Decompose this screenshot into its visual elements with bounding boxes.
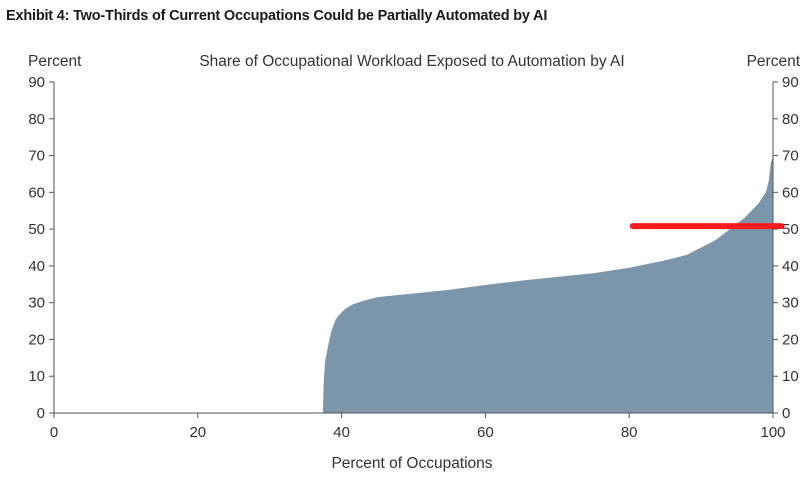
y-axis-label-right: Percent [747,53,801,70]
x-tick-label: 0 [50,424,58,441]
y-tick-label-right: 50 [782,221,799,238]
y-tick-label-left: 60 [28,184,45,201]
y-tick-label-right: 70 [782,148,799,165]
y-tick-label-left: 90 [28,74,45,91]
exhibit-title: Exhibit 4: Two-Thirds of Current Occupat… [6,8,548,24]
x-tick-label: 40 [333,424,350,441]
y-tick-label-right: 90 [782,74,799,91]
y-tick-label-left: 30 [28,295,45,312]
y-tick-label-right: 40 [782,258,799,275]
x-axis-label: Percent of Occupations [331,455,492,472]
y-tick-label-right: 30 [782,295,799,312]
y-tick-label-left: 10 [28,368,45,385]
y-tick-label-left: 70 [28,148,45,165]
y-tick-label-left: 80 [28,111,45,128]
y-axis-label-left: Percent [28,53,82,70]
x-tick-label: 20 [189,424,206,441]
y-tick-label-right: 10 [782,368,799,385]
y-tick-label-right: 20 [782,331,799,348]
y-tick-label-right: 80 [782,111,799,128]
x-tick-label: 100 [760,424,785,441]
y-tick-label-right: 0 [782,405,790,422]
y-tick-label-left: 20 [28,331,45,348]
y-tick-label-left: 50 [28,221,45,238]
x-tick-label: 80 [621,424,638,441]
chart-title: Share of Occupational Workload Exposed t… [199,53,624,70]
y-tick-label-left: 40 [28,258,45,275]
x-tick-label: 60 [477,424,494,441]
area-series [54,155,773,413]
y-tick-label-right: 60 [782,184,799,201]
y-tick-label-left: 0 [37,405,45,422]
